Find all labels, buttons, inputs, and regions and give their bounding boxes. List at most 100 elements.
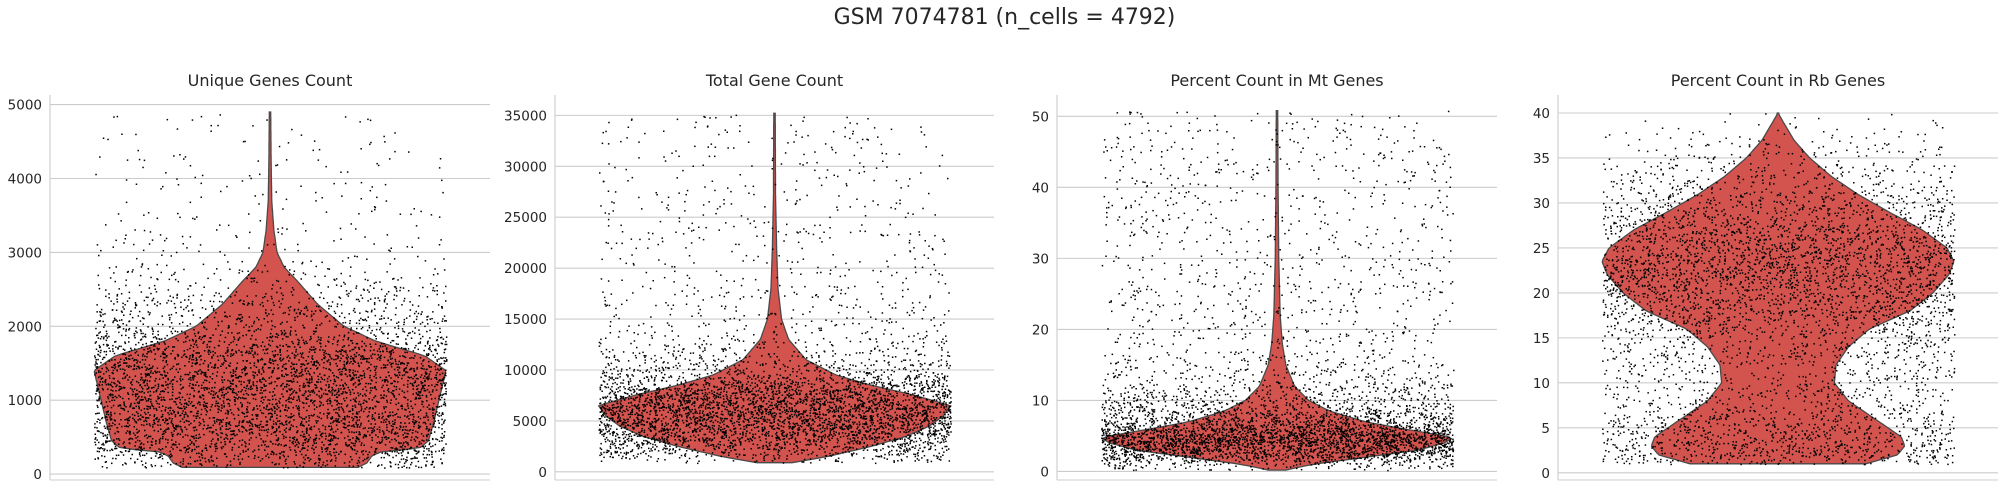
data-point	[373, 430, 375, 432]
data-point	[287, 398, 289, 401]
data-point	[298, 359, 300, 361]
data-point	[253, 356, 255, 358]
data-point	[162, 323, 164, 326]
data-point	[342, 391, 344, 393]
data-point	[839, 390, 842, 392]
data-point	[180, 301, 182, 304]
data-point	[112, 422, 114, 424]
data-point	[313, 448, 315, 451]
data-point	[436, 384, 439, 386]
data-point	[316, 386, 318, 389]
data-point	[201, 371, 204, 374]
data-point	[818, 370, 821, 373]
data-point	[134, 441, 137, 443]
data-point	[303, 402, 305, 405]
data-point	[384, 183, 387, 186]
data-point	[106, 419, 108, 421]
data-point	[97, 388, 100, 390]
data-point	[443, 269, 446, 271]
data-point	[250, 347, 253, 350]
data-point	[246, 401, 249, 404]
data-point	[420, 367, 422, 369]
data-point	[112, 366, 114, 369]
data-point	[314, 439, 316, 441]
data-point	[249, 388, 252, 391]
data-point	[134, 348, 136, 350]
data-point	[187, 373, 190, 376]
data-point	[213, 272, 216, 275]
data-point	[148, 364, 151, 366]
data-point	[187, 415, 189, 418]
data-point	[225, 393, 227, 395]
data-point	[348, 410, 350, 413]
data-point	[199, 363, 201, 366]
data-point	[366, 258, 368, 260]
data-point	[311, 379, 313, 381]
data-point	[140, 414, 142, 416]
data-point	[99, 346, 101, 348]
data-point	[352, 425, 354, 427]
data-point	[176, 397, 179, 400]
data-point	[259, 460, 262, 462]
data-point	[368, 451, 371, 453]
data-point	[228, 364, 230, 367]
data-point	[396, 322, 398, 324]
data-point	[183, 402, 186, 405]
data-point	[108, 347, 110, 349]
data-point	[266, 337, 268, 339]
data-point	[153, 415, 155, 418]
data-point	[226, 354, 229, 357]
data-point	[281, 332, 284, 334]
data-point	[186, 403, 188, 406]
data-point	[147, 441, 149, 443]
data-point	[207, 277, 209, 280]
data-point	[305, 391, 307, 393]
data-point	[271, 371, 273, 374]
data-point	[96, 366, 99, 368]
data-point	[155, 291, 158, 293]
data-point	[286, 374, 288, 376]
data-point	[313, 425, 316, 428]
data-point	[320, 337, 322, 339]
data-point	[278, 426, 280, 429]
data-point	[177, 339, 179, 342]
data-point	[161, 374, 163, 376]
data-point	[124, 341, 126, 343]
data-point	[413, 422, 415, 424]
data-point	[395, 433, 397, 435]
data-point	[109, 383, 111, 386]
data-point	[241, 260, 243, 263]
data-point	[384, 381, 386, 383]
data-point	[110, 389, 112, 391]
data-point	[241, 405, 243, 408]
data-point	[440, 336, 443, 339]
data-point	[407, 399, 409, 401]
data-point	[335, 384, 338, 387]
data-point	[428, 366, 431, 368]
data-point	[340, 379, 343, 381]
data-point	[390, 247, 392, 249]
data-point	[335, 437, 337, 439]
data-point	[338, 403, 341, 405]
data-point	[415, 225, 418, 227]
data-point	[124, 447, 126, 449]
data-point	[383, 301, 386, 303]
data-point	[194, 335, 197, 337]
data-point	[403, 465, 405, 467]
data-point	[344, 423, 346, 426]
data-point	[314, 348, 317, 350]
data-point	[194, 426, 197, 428]
data-point	[389, 414, 391, 417]
data-point	[400, 458, 403, 461]
data-point	[389, 450, 391, 452]
data-point	[391, 382, 393, 385]
data-point	[225, 422, 227, 424]
data-point	[667, 443, 669, 445]
data-point	[225, 466, 228, 468]
data-point	[415, 374, 417, 376]
data-point	[164, 410, 166, 412]
data-point	[309, 391, 311, 393]
data-point	[158, 448, 160, 450]
data-point	[342, 326, 344, 328]
data-point	[147, 351, 149, 353]
